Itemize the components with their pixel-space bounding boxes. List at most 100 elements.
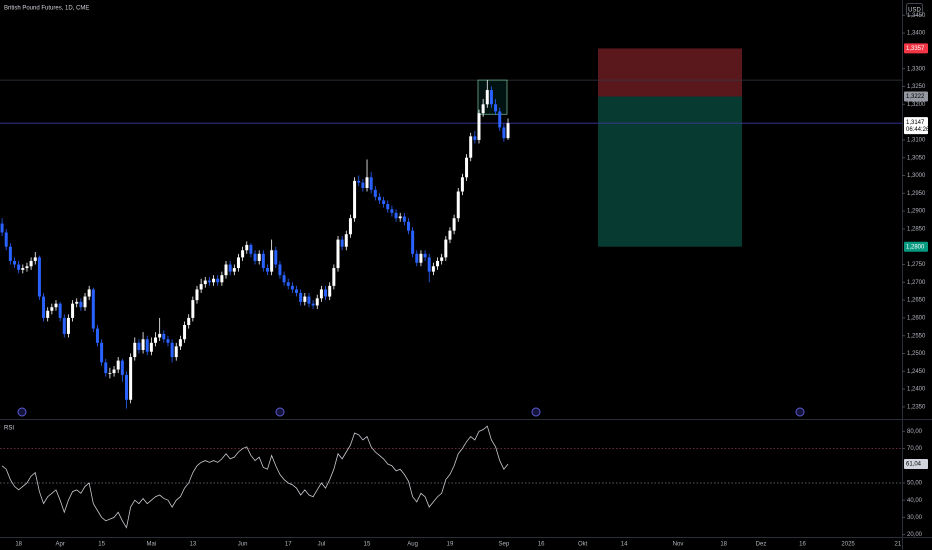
- candle-body: [319, 289, 323, 299]
- y-tick-label: 1,3050: [907, 155, 926, 161]
- x-tick-label: 15: [98, 542, 105, 548]
- y-tick-label: 50,00: [907, 481, 923, 487]
- candle-body: [377, 196, 381, 201]
- target-zone: [598, 96, 742, 247]
- candle-body: [448, 230, 452, 240]
- x-tick-label: 16: [538, 542, 545, 548]
- candle-body: [8, 246, 12, 261]
- candle-body: [141, 339, 145, 350]
- x-tick-label: Jul: [318, 542, 326, 548]
- stop-label: 1,3357: [906, 46, 925, 52]
- x-tick-label: Mai: [147, 542, 157, 548]
- target-label-box: [904, 241, 928, 252]
- x-tick-label: Nov: [673, 542, 684, 548]
- candle-body: [303, 296, 307, 302]
- candle-body: [386, 203, 390, 210]
- candle-body: [154, 337, 158, 343]
- last-price-box: [904, 117, 928, 135]
- symbol-title[interactable]: British Pound Futures, 1D, CME: [4, 6, 89, 12]
- candle-body: [87, 289, 91, 297]
- candle-body: [328, 285, 332, 297]
- event-icon[interactable]: [795, 407, 805, 417]
- x-tick-label: Apr: [55, 542, 64, 548]
- candle-body: [124, 374, 128, 400]
- candle-body: [191, 300, 195, 318]
- event-icon[interactable]: [17, 407, 27, 417]
- candle-body: [261, 253, 265, 269]
- candle-body: [357, 180, 361, 183]
- candle-body: [50, 307, 54, 311]
- currency-box[interactable]: [906, 3, 923, 16]
- x-tick-label: 18: [15, 542, 22, 548]
- y-tick-label: 1,2550: [907, 333, 926, 339]
- candle-body: [199, 284, 203, 290]
- stop-label-box: [904, 43, 928, 54]
- indicator-title[interactable]: RSI: [4, 426, 14, 432]
- candle-body: [460, 177, 464, 192]
- candle-body: [373, 189, 377, 197]
- last-price-label: 1,3147: [906, 120, 925, 126]
- candle-body: [431, 266, 435, 272]
- candle-body: [419, 253, 423, 263]
- candle-body: [216, 278, 220, 283]
- y-tick-label: 1,3000: [907, 173, 926, 179]
- candle-body: [452, 218, 456, 231]
- candle-body: [427, 257, 431, 272]
- candle-body: [95, 328, 99, 343]
- y-tick-label: 1,2450: [907, 369, 926, 375]
- candle-body: [91, 289, 95, 329]
- candle-body: [42, 296, 46, 318]
- candle-body: [406, 221, 410, 231]
- candle-body: [249, 244, 253, 254]
- candle-body: [365, 177, 369, 188]
- candle-body: [4, 232, 8, 247]
- candle-body: [195, 289, 199, 301]
- candle-body: [116, 360, 120, 370]
- x-tick-label: Okt: [578, 542, 588, 548]
- candle-body: [423, 253, 427, 258]
- candle-body: [75, 301, 79, 304]
- candle-body: [29, 260, 33, 267]
- event-icon[interactable]: [531, 407, 541, 417]
- y-tick-label: 1,2900: [907, 209, 926, 215]
- candle-body: [236, 257, 240, 269]
- x-tick-label: 2025: [841, 542, 855, 548]
- candle-body: [79, 301, 83, 308]
- candle-body: [382, 200, 386, 204]
- currency[interactable]: USD: [908, 8, 921, 14]
- candle-body: [158, 333, 162, 338]
- candle-body: [133, 342, 137, 358]
- candle-body: [315, 298, 319, 306]
- candle-body: [340, 239, 344, 247]
- y-tick-label: 1,3400: [907, 31, 926, 37]
- candle-body: [344, 234, 348, 247]
- y-tick-label: 1,2650: [907, 298, 926, 304]
- x-tick-label: 18: [720, 542, 727, 548]
- rsi-last-label: 61,04: [906, 462, 922, 468]
- candle-body: [212, 278, 216, 283]
- candle-body: [253, 253, 257, 261]
- candle-body: [120, 360, 124, 375]
- candle-body: [37, 257, 41, 297]
- y-tick-label: 70,00: [907, 446, 923, 452]
- events: [17, 407, 805, 417]
- candle-body: [274, 250, 278, 265]
- y-tick-label: 1,2350: [907, 404, 926, 410]
- candle-body: [187, 317, 191, 326]
- candle-body: [502, 127, 506, 139]
- candle-body: [361, 182, 365, 188]
- candle-body: [224, 264, 228, 276]
- candle-body: [286, 282, 290, 286]
- candle-body: [207, 280, 211, 283]
- candle-body: [112, 369, 116, 374]
- y-tick-label: 1,2950: [907, 191, 926, 197]
- y-tick-label: 1,3250: [907, 84, 926, 90]
- event-icon[interactable]: [275, 407, 285, 417]
- candle-body: [13, 260, 17, 265]
- candle-body: [332, 268, 336, 286]
- candle-body: [369, 177, 373, 190]
- candle-body: [489, 90, 493, 105]
- y-tick-label: 1,3100: [907, 137, 926, 143]
- y-tick-label: 20,00: [907, 532, 923, 538]
